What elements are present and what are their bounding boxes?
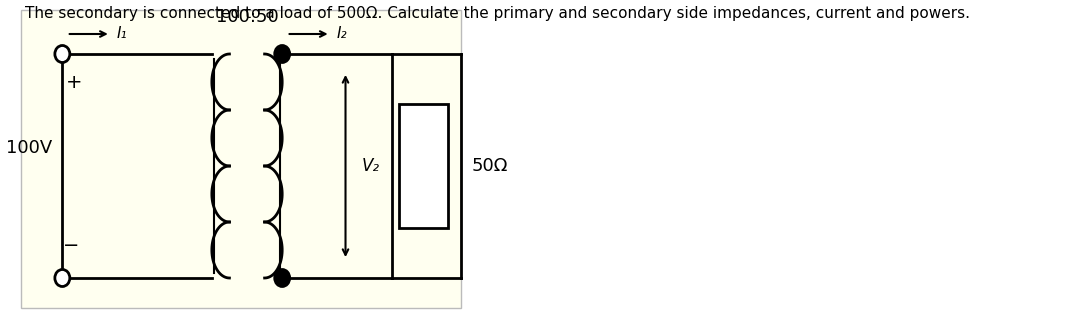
Circle shape (274, 46, 289, 63)
Text: The secondary is connected to a load of 500Ω. Calculate the primary and secondar: The secondary is connected to a load of … (25, 6, 970, 21)
Circle shape (274, 270, 289, 287)
Text: −: − (63, 236, 79, 256)
Text: 50Ω: 50Ω (471, 157, 508, 175)
Text: I₁: I₁ (117, 27, 127, 41)
Bar (400, 104, 447, 228)
Bar (21, 10, 461, 308)
Circle shape (55, 270, 70, 287)
Text: 100V: 100V (5, 139, 52, 157)
Text: 100:50: 100:50 (216, 8, 279, 26)
Text: V₂: V₂ (362, 157, 379, 175)
Circle shape (55, 46, 70, 63)
Text: I₂: I₂ (337, 27, 348, 41)
Text: +: + (66, 72, 82, 92)
